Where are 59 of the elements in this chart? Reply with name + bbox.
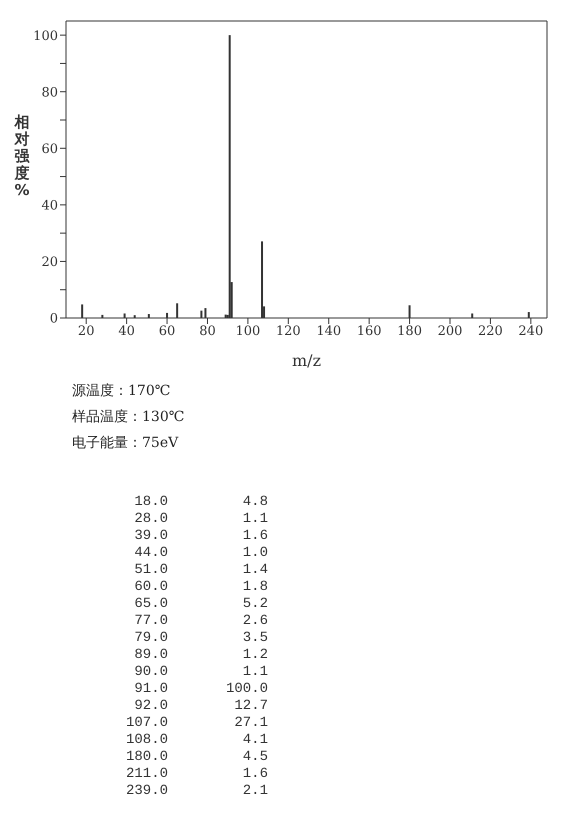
x-tick-label: 240 [518,324,544,340]
x-tick-label: 180 [397,324,422,340]
x-tick-label: 80 [199,324,216,340]
text: 1.6 [242,766,268,782]
text: 源温度：170℃ [72,382,172,401]
text: 39.0 [133,528,168,544]
text: 3.5 [242,630,268,646]
x-tick-label: 200 [438,324,462,340]
text: 211.0 [124,766,168,782]
text: 2.6 [242,613,268,629]
text: 电子能量：75eV [72,434,180,453]
x-tick-label: 140 [316,324,342,340]
text: 65.0 [133,596,168,612]
x-tick-label: 100 [235,324,260,340]
text: 1.1 [242,511,268,527]
text: 107.0 [124,715,168,731]
text: 108.0 [124,732,168,748]
y-tick-label: 20 [41,255,58,270]
text: 4.5 [242,749,268,765]
x-tick-label: 160 [356,324,382,340]
text: 92.0 [133,698,168,714]
text: 2.1 [242,783,268,799]
text: 4.1 [242,732,268,748]
text: 44.0 [133,545,168,561]
text: 12.7 [233,698,268,714]
text: 1.8 [242,579,268,595]
y-tick-label: 100 [33,28,58,44]
text: 5.2 [242,596,268,612]
text: 180.0 [124,749,168,765]
text: 1.2 [242,647,268,663]
text: 1.4 [242,562,268,578]
y-axis-title: 相对强度% [14,113,30,199]
text: 79.0 [133,630,168,646]
text: 51.0 [133,562,168,578]
text: 28.0 [133,511,168,527]
text: 1.1 [242,664,268,680]
text: 样品温度：130℃ [72,408,186,427]
y-tick-label: 40 [41,198,58,214]
text: 1.0 [242,545,268,561]
x-tick-label: 40 [118,324,135,340]
y-tick-label: 0 [50,312,58,327]
y-tick-label: 80 [41,85,58,100]
x-tick-label: 120 [276,324,301,340]
text: 60.0 [133,579,168,595]
text: 27.1 [233,715,268,731]
text: 239.0 [124,783,168,799]
text: 90.0 [133,664,168,680]
text: 4.8 [242,494,268,510]
text: 1.6 [242,528,268,544]
text: 89.0 [133,647,168,663]
text: 18.0 [133,494,168,510]
y-tick-label: 60 [41,142,58,157]
x-axis-title: m/z [292,351,321,370]
text: 91.0 [133,681,168,697]
x-tick-label: 60 [158,324,176,340]
x-tick-label: 20 [78,324,94,340]
text: 100.0 [224,681,268,697]
text: 77.0 [133,613,168,629]
x-tick-label: 220 [478,324,503,340]
